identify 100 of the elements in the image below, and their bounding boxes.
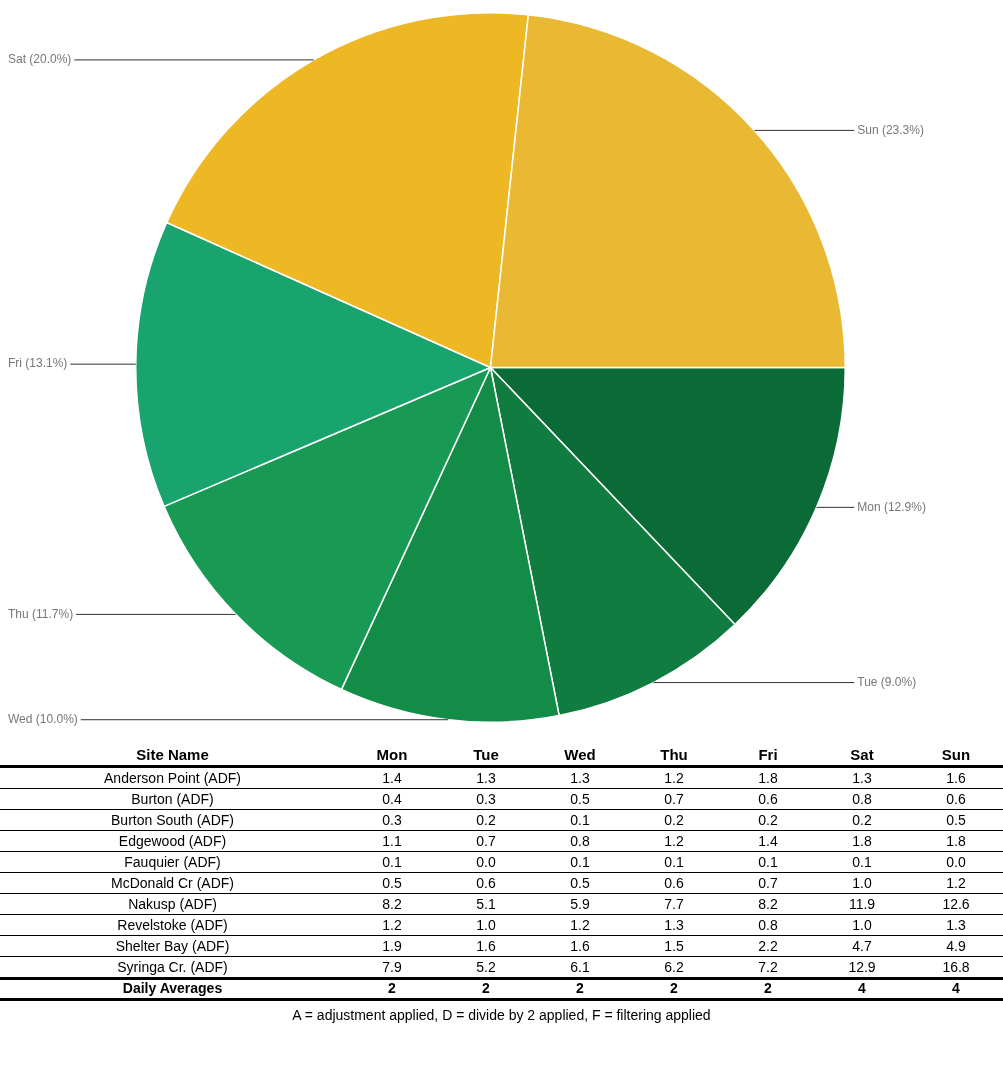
slice-label: Tue [857, 674, 878, 689]
data-label: 0.1 [345, 851, 439, 873]
data-label: 0.7 [439, 830, 533, 852]
data-label: 1.3 [815, 766, 909, 789]
y-tick-label: McDonald Cr (ADF) [0, 872, 345, 894]
y-tick-label: Burton South (ADF) [0, 809, 345, 831]
data-label: 1.2 [533, 914, 627, 936]
data-label: 0.8 [533, 830, 627, 852]
data-label: 4 [909, 977, 1003, 1000]
data-label: 0.6 [439, 872, 533, 894]
data-label: 7.7 [627, 893, 721, 915]
slice-label: Thu [8, 606, 29, 621]
data-label: (20.0%) [29, 52, 72, 67]
data-label: 1.8 [815, 830, 909, 852]
data-label: 1.3 [439, 766, 533, 789]
x-tick-label: Thu [627, 745, 721, 767]
data-label: 0.8 [815, 788, 909, 810]
data-label: 0.5 [345, 872, 439, 894]
y-tick-label: Edgewood (ADF) [0, 830, 345, 852]
y-tick-label: Shelter Bay (ADF) [0, 935, 345, 957]
data-label: 0.7 [627, 788, 721, 810]
data-label: 5.1 [439, 893, 533, 915]
data-label: 0.5 [909, 809, 1003, 831]
text: A = adjustment applied, D = divide by 2 applied, F = filtering applied [291, 1007, 712, 1023]
data-label: 0.6 [627, 872, 721, 894]
slice-label: Fri [8, 356, 22, 371]
y-tick-label: Syringa Cr. (ADF) [0, 956, 345, 978]
data-label: 0.5 [533, 788, 627, 810]
data-label: 1.3 [533, 766, 627, 789]
x-tick-label: Mon [345, 745, 439, 767]
data-label: (9.0%) [880, 674, 917, 689]
data-label: 1.4 [345, 766, 439, 789]
x-tick-label: Fri [721, 745, 815, 767]
data-label: 0.2 [721, 809, 815, 831]
data-label: 0.4 [345, 788, 439, 810]
data-label: 1.0 [815, 872, 909, 894]
data-label: 1.3 [627, 914, 721, 936]
data-label: 8.2 [345, 893, 439, 915]
data-label: 1.0 [815, 914, 909, 936]
data-label: 5.9 [533, 893, 627, 915]
data-label: 0.2 [439, 809, 533, 831]
data-label: 0.1 [533, 809, 627, 831]
y-tick-label: Fauquier (ADF) [0, 851, 345, 873]
y-tick-label: Anderson Point (ADF) [0, 766, 345, 789]
data-label: 0.5 [533, 872, 627, 894]
data-label: 2 [439, 977, 533, 1000]
data-label: 0.1 [627, 851, 721, 873]
data-label: 5.2 [439, 956, 533, 978]
y-tick-label: Revelstoke (ADF) [0, 914, 345, 936]
y-tick-label: Daily Averages [0, 977, 345, 1000]
data-label: 1.6 [909, 766, 1003, 789]
y-axis-title: Site Name [0, 745, 345, 767]
data-label: 1.1 [345, 830, 439, 852]
data-label: 1.8 [721, 766, 815, 789]
data-label: 6.1 [533, 956, 627, 978]
data-label: 1.4 [721, 830, 815, 852]
data-label: 0.2 [815, 809, 909, 831]
data-label: 1.2 [345, 914, 439, 936]
data-label: 1.2 [627, 766, 721, 789]
data-label: 4 [815, 977, 909, 1000]
slice-label: Mon [857, 499, 881, 514]
data-label: 0.3 [345, 809, 439, 831]
data-label: 2 [721, 977, 815, 1000]
data-label: (12.9%) [883, 499, 926, 514]
data-label: 0.0 [909, 851, 1003, 873]
slice-label: Sat [8, 52, 27, 67]
data-label: (11.7%) [32, 606, 74, 621]
data-label: 1.8 [909, 830, 1003, 852]
data-label: 0.0 [439, 851, 533, 873]
data-label: 6.2 [627, 956, 721, 978]
x-tick-label: Sat [815, 745, 909, 767]
data-label: 4.7 [815, 935, 909, 957]
data-label: 16.8 [909, 956, 1003, 978]
data-label: 0.1 [721, 851, 815, 873]
data-label: 1.3 [909, 914, 1003, 936]
data-label: (13.1%) [25, 356, 68, 371]
data-label: 1.9 [345, 935, 439, 957]
data-label: 0.1 [815, 851, 909, 873]
data-label: 4.9 [909, 935, 1003, 957]
slice-label: Sun [857, 122, 879, 137]
data-label: (23.3%) [881, 122, 924, 137]
data-label: 1.2 [909, 872, 1003, 894]
data-label: 0.6 [721, 788, 815, 810]
data-label: 1.2 [627, 830, 721, 852]
data-label: 2 [533, 977, 627, 1000]
y-tick-label: Nakusp (ADF) [0, 893, 345, 915]
slice-label: Wed [8, 712, 33, 727]
data-label: 1.6 [439, 935, 533, 957]
data-label: 2.2 [721, 935, 815, 957]
data-label: (10.0%) [35, 712, 78, 727]
data-label: 0.8 [721, 914, 815, 936]
data-label: 1.6 [533, 935, 627, 957]
x-tick-label: Sun [909, 745, 1003, 767]
data-label: 12.9 [815, 956, 909, 978]
data-label: 0.1 [533, 851, 627, 873]
data-label: 1.0 [439, 914, 533, 936]
data-label: 2 [345, 977, 439, 1000]
data-label: 2 [627, 977, 721, 1000]
data-label: 12.6 [909, 893, 1003, 915]
data-label: 0.3 [439, 788, 533, 810]
